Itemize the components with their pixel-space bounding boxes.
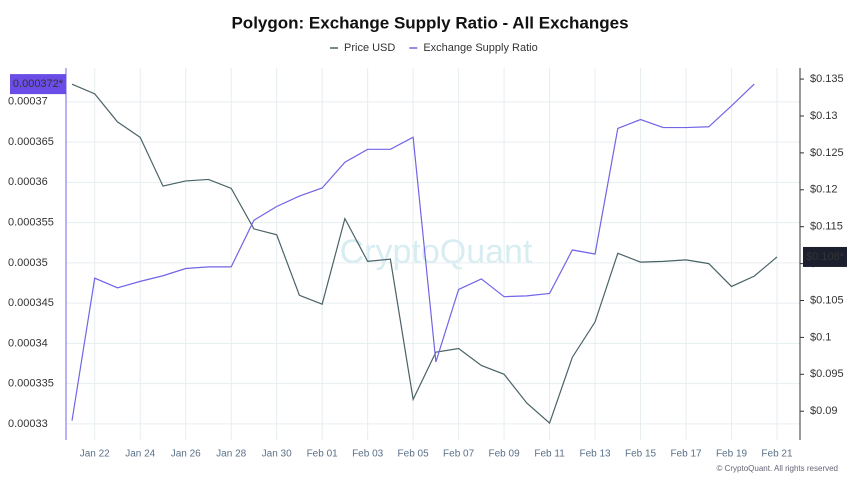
y2-tick-label: $0.13	[810, 110, 838, 122]
y-tick-label: 0.000345	[8, 297, 54, 309]
x-tick-label: Feb 13	[579, 449, 611, 460]
x-tick-label: Jan 30	[262, 449, 292, 460]
y-tick-label: 0.00037	[8, 96, 48, 108]
y-tick-label: 0.000365	[8, 136, 54, 148]
y-tick-label: 0.00036	[8, 176, 48, 188]
grid	[66, 68, 800, 440]
y2-tick-label: $0.115	[810, 221, 843, 233]
y2-tick-label: $0.1	[810, 331, 831, 343]
x-tick-label: Feb 19	[716, 449, 748, 460]
current-value: $0.108*	[806, 251, 845, 263]
y-tick-label: 0.00034	[8, 337, 48, 349]
y-tick-label: 0.00033	[8, 418, 48, 430]
x-tick-label: Feb 11	[534, 449, 565, 460]
current-value-box	[803, 246, 847, 267]
series-line	[71, 83, 755, 421]
x-tick-label: Feb 07	[443, 449, 475, 460]
x-tick-label: Feb 03	[352, 449, 384, 460]
x-tick-label: Feb 17	[670, 449, 702, 460]
x-tick-label: Feb 01	[307, 449, 339, 460]
x-tick-label: Feb 21	[761, 449, 793, 460]
x-tick-label: Jan 24	[125, 449, 155, 460]
y2-tick-label: $0.095	[810, 368, 844, 380]
x-tick-label: Jan 22	[80, 449, 110, 460]
current-value: 0.000372*	[13, 78, 64, 90]
copyright: © CryptoQuant. All rights reserved	[717, 464, 839, 473]
current-value-box	[10, 74, 66, 95]
x-tick-label: Feb 15	[625, 449, 657, 460]
x-tick-label: Jan 26	[171, 449, 201, 460]
y2-tick-label: $0.125	[810, 147, 844, 159]
y2-tick-label: $0.12	[810, 184, 838, 196]
x-tick-label: Feb 09	[489, 449, 521, 460]
watermark: CryptoQuant	[340, 233, 533, 271]
x-tick-label: Jan 28	[216, 449, 246, 460]
series-line	[71, 83, 778, 425]
chart-title: Polygon: Exchange Supply Ratio - All Exc…	[231, 13, 628, 32]
legend-label: Price USD	[344, 42, 395, 54]
y2-tick-label: $0.09	[810, 405, 838, 417]
x-tick-label: Feb 05	[398, 449, 430, 460]
y2-tick-label: $0.105	[810, 294, 844, 306]
y-tick-label: 0.00035	[8, 257, 48, 269]
y2-tick-label: $0.135	[810, 73, 844, 85]
y-tick-label: 0.000355	[8, 217, 54, 229]
legend-label: Exchange Supply Ratio	[423, 42, 537, 54]
y-tick-label: 0.000335	[8, 378, 54, 390]
